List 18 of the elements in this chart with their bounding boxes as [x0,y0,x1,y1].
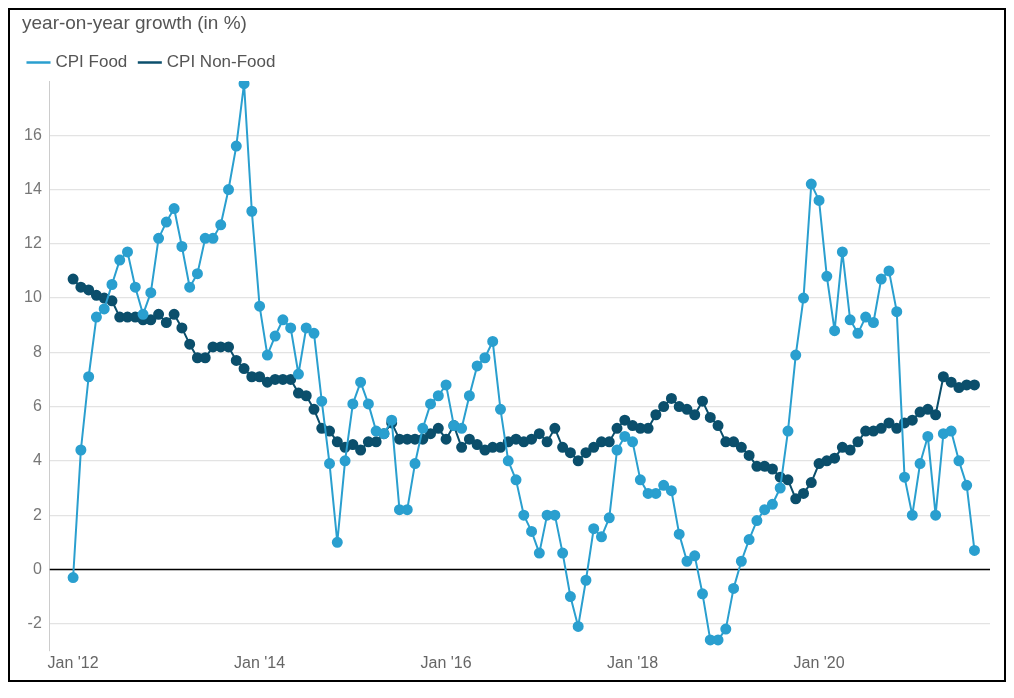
x-tick-label: Jan '14 [234,653,286,671]
x-tick-label: Jan '20 [793,653,845,671]
y-tick-label: -2 [27,614,42,632]
x-tick-label: Jan '18 [607,653,659,671]
y-tick-label: 8 [32,342,42,360]
y-tick-label: 4 [32,451,42,469]
legend-label: CPI Food [55,52,128,72]
y-tick-label: 2 [32,505,42,523]
x-tick-label: Jan '16 [420,653,472,671]
y-tick-label: 16 [24,125,42,143]
y-tick-label: 10 [24,288,42,306]
legend-label: CPI Non-Food [166,52,276,72]
x-tick-label: Jan '12 [47,653,99,671]
y-tick-label: 6 [32,397,42,415]
y-tick-label: 14 [24,179,42,197]
y-tick-label: 0 [32,559,42,577]
y-tick-label: 12 [24,234,42,252]
y-axis-title: year-on-year growth (in %) [21,11,248,35]
